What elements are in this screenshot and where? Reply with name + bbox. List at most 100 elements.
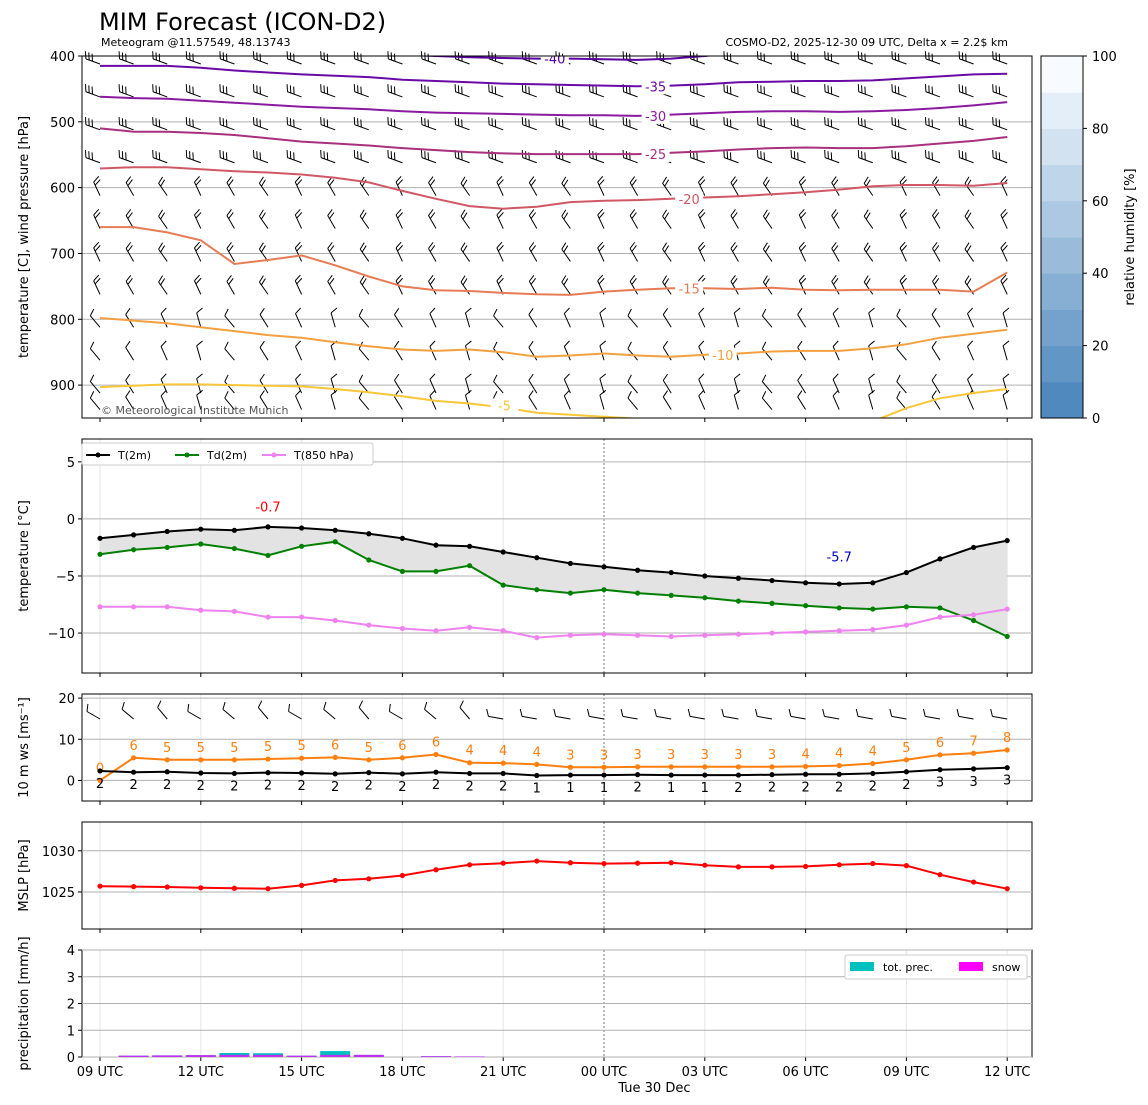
- barb-staff: [119, 58, 134, 65]
- mean-wind-point: [1004, 765, 1010, 771]
- barb-flag: [901, 245, 907, 252]
- barb-flag: [689, 117, 692, 125]
- barb-flag: [160, 373, 167, 380]
- barb-flag: [762, 275, 768, 283]
- wind-barb: [891, 84, 907, 98]
- wind-barb: [226, 274, 235, 295]
- barb-flag: [966, 245, 972, 253]
- barb-flag: [360, 119, 362, 128]
- barb-staff: [831, 248, 840, 262]
- barb-staff: [224, 397, 235, 410]
- wind-barb: [226, 242, 235, 262]
- barb-flag: [587, 708, 590, 717]
- wind-barb: [258, 275, 269, 295]
- barb-staff: [892, 124, 907, 131]
- barb-flag: [824, 51, 826, 59]
- barb-flag: [868, 389, 875, 396]
- barb-flag: [588, 117, 591, 125]
- barb-staff: [522, 91, 537, 98]
- barb-staff: [824, 124, 840, 131]
- barb-flag: [857, 51, 860, 59]
- wind-barb: [863, 176, 874, 196]
- wind-barb: [627, 308, 638, 328]
- wind-barb: [353, 84, 369, 98]
- barb-flag: [525, 118, 527, 126]
- barb-staff: [528, 182, 538, 196]
- barb-flag: [865, 245, 871, 253]
- wind-barb: [387, 117, 403, 131]
- barb-flag: [397, 179, 403, 186]
- barb-flag: [625, 118, 628, 126]
- isotherm-label: -35: [645, 80, 666, 95]
- barb-staff: [429, 395, 437, 410]
- gust-value-label: 3: [600, 748, 608, 763]
- barb-flag: [465, 373, 472, 380]
- barb-flag: [493, 308, 498, 317]
- barb-flag: [1001, 245, 1008, 252]
- wind-barb: [698, 241, 706, 262]
- barb-flag: [764, 212, 770, 220]
- wind-barb: [528, 242, 538, 262]
- barb-staff: [791, 157, 806, 164]
- barb-staff: [964, 248, 975, 262]
- barb-flag: [429, 278, 436, 285]
- barb-flag: [125, 176, 132, 183]
- data-point-t2m: [231, 527, 237, 533]
- data-point-t850: [366, 622, 372, 628]
- barb-staff: [733, 312, 739, 328]
- barb-staff: [528, 347, 538, 361]
- barb-flag: [226, 176, 232, 183]
- barb-flag: [654, 708, 657, 717]
- barb-flag: [454, 117, 457, 125]
- barb-flag: [494, 119, 497, 128]
- wind-barb: [1000, 274, 1008, 295]
- barb-flag: [226, 242, 232, 249]
- barb-flag: [260, 278, 266, 286]
- barb-flag: [359, 242, 365, 250]
- barb-flag: [460, 275, 466, 283]
- barb-staff: [253, 58, 269, 65]
- barb-flag: [965, 86, 967, 95]
- wind-barb: [824, 149, 840, 164]
- wind-barb: [320, 149, 336, 164]
- barb-staff: [464, 312, 471, 328]
- wind-barb: [798, 208, 807, 229]
- barb-flag: [958, 117, 961, 125]
- colorbar-swatch: [1041, 92, 1083, 129]
- barb-staff: [196, 394, 202, 410]
- barb-flag: [158, 53, 161, 62]
- wind-barb: [86, 703, 101, 720]
- barb-staff: [932, 281, 941, 295]
- barb-staff: [160, 346, 168, 361]
- barb-flag: [118, 84, 121, 92]
- barb-flag: [395, 241, 402, 249]
- barb-flag: [995, 118, 997, 126]
- wind-barb: [553, 708, 571, 720]
- barb-flag: [928, 151, 930, 159]
- barb-staff: [359, 281, 370, 295]
- barb-staff: [623, 157, 638, 164]
- mslp-point: [366, 876, 372, 882]
- barb-flag: [125, 340, 131, 348]
- barb-staff: [259, 314, 269, 328]
- wind-barb: [353, 149, 369, 164]
- barb-flag: [790, 149, 793, 158]
- wind-barb: [924, 51, 941, 65]
- barb-staff: [1002, 345, 1008, 361]
- barb-flag: [998, 53, 1001, 62]
- barb-flag: [561, 209, 567, 217]
- barb-flag: [592, 85, 594, 94]
- wind-barb: [662, 308, 672, 328]
- isotherm-label: -15: [679, 282, 700, 297]
- wind-barb: [563, 307, 571, 328]
- barb-flag: [924, 117, 927, 125]
- wind-barb: [420, 51, 437, 65]
- barb-staff: [892, 91, 907, 98]
- barb-flag: [1000, 241, 1007, 249]
- bar-snow: [185, 1055, 216, 1057]
- x-tick-label: 06 UTC: [782, 1065, 828, 1080]
- barb-flag: [868, 373, 875, 380]
- data-point-t2m: [836, 581, 842, 587]
- wind-barb: [967, 307, 975, 328]
